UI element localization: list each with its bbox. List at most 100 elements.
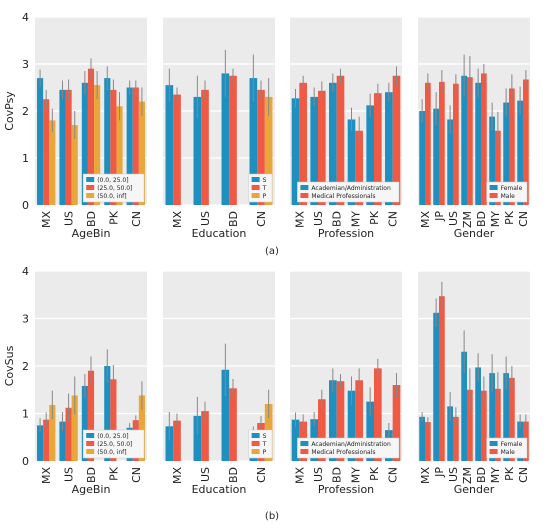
- y-tick-label: 0: [22, 455, 29, 468]
- legend-swatch: [300, 185, 309, 190]
- x-tick-label: MX: [419, 211, 432, 228]
- x-tick-label: PK: [503, 466, 516, 481]
- bar: [433, 108, 439, 205]
- bar: [447, 406, 453, 461]
- legend-label: (50.0, inf]: [97, 193, 126, 200]
- bar: [201, 411, 209, 461]
- x-tick-label: PK: [368, 210, 381, 225]
- bar: [318, 90, 326, 205]
- legend-swatch: [300, 193, 309, 198]
- legend-swatch: [251, 433, 260, 438]
- legend-swatch: [251, 193, 260, 198]
- legend-label: Medical Professionals: [311, 449, 375, 456]
- legend-swatch: [489, 185, 498, 190]
- bar: [347, 390, 356, 461]
- bar: [355, 380, 363, 461]
- bar: [453, 416, 459, 461]
- legend-label: (50.0, inf]: [97, 449, 126, 456]
- bar: [310, 96, 318, 205]
- bar: [257, 89, 265, 205]
- x-tick-label: US: [447, 211, 460, 226]
- legend-swatch: [86, 433, 95, 438]
- panel-agebin: (0.0, 25.0](25.0, 50.0](50.0, inf]: [35, 270, 147, 462]
- bar: [495, 388, 501, 461]
- bar: [347, 119, 356, 205]
- x-tick-label: MY: [349, 211, 362, 227]
- x-tick-label: BD: [475, 211, 488, 227]
- bar: [425, 422, 431, 461]
- legend-swatch: [300, 449, 309, 454]
- y-tick-label: 1: [22, 152, 29, 165]
- bar: [318, 399, 326, 461]
- bar: [110, 379, 117, 461]
- panel-label: Education: [192, 483, 247, 496]
- bar: [165, 426, 174, 461]
- bar: [49, 120, 56, 205]
- y-tick-label: 1: [22, 408, 29, 421]
- bar: [467, 389, 473, 461]
- x-tick-label: MX: [293, 211, 306, 228]
- bar: [453, 83, 459, 205]
- panel-label: AgeBin: [72, 227, 111, 240]
- bar: [249, 78, 258, 205]
- x-tick-label: JP: [433, 211, 446, 222]
- bar: [264, 96, 273, 205]
- bar: [37, 425, 44, 461]
- legend-swatch: [489, 441, 498, 446]
- bar: [193, 415, 202, 461]
- bar: [433, 312, 439, 461]
- legend-label: Male: [501, 449, 516, 456]
- legend-label: T: [262, 185, 267, 192]
- chart-caption: (b): [265, 511, 279, 522]
- x-tick-label: US: [63, 467, 76, 482]
- bar: [461, 351, 467, 461]
- panel-label: Profession: [318, 227, 374, 240]
- legend-swatch: [300, 441, 309, 446]
- bar: [49, 404, 56, 461]
- bar: [509, 377, 515, 461]
- bar: [475, 82, 481, 205]
- legend-label: S: [263, 177, 267, 184]
- bar: [94, 85, 101, 205]
- x-tick-label: MX: [40, 467, 53, 484]
- legend-label: Female: [501, 441, 523, 448]
- bar: [523, 79, 529, 205]
- bar: [291, 98, 300, 205]
- y-tick-label: 4: [22, 11, 29, 24]
- legend-label: Academian/Administration: [311, 185, 391, 192]
- panel-label: Education: [192, 227, 247, 240]
- legend-box: [297, 437, 400, 459]
- bar: [495, 130, 501, 205]
- x-tick-label: ZM: [461, 211, 474, 228]
- bar: [509, 88, 515, 205]
- panel-agebin: (0.0, 25.0](25.0, 50.0](50.0, inf]: [35, 16, 147, 206]
- x-tick-label: MY: [489, 467, 502, 483]
- bar: [59, 89, 66, 205]
- legend-swatch: [489, 449, 498, 454]
- x-tick-label: CN: [255, 211, 268, 227]
- x-tick-label: PK: [368, 466, 381, 481]
- panel-label: Gender: [454, 483, 495, 496]
- legend-swatch: [86, 193, 95, 198]
- legend-label: S: [263, 433, 267, 440]
- bar: [65, 407, 72, 461]
- bar: [329, 82, 337, 205]
- bar: [374, 368, 382, 461]
- bar: [110, 89, 117, 205]
- bar: [366, 401, 374, 461]
- x-tick-label: US: [199, 211, 212, 226]
- bar: [419, 111, 425, 205]
- bar: [43, 99, 50, 205]
- bar: [299, 82, 307, 205]
- bar: [481, 390, 487, 461]
- legend-swatch: [251, 441, 260, 446]
- bar: [419, 416, 425, 461]
- x-tick-label: US: [199, 467, 212, 482]
- bar: [65, 89, 72, 205]
- x-tick-label: CN: [130, 211, 143, 227]
